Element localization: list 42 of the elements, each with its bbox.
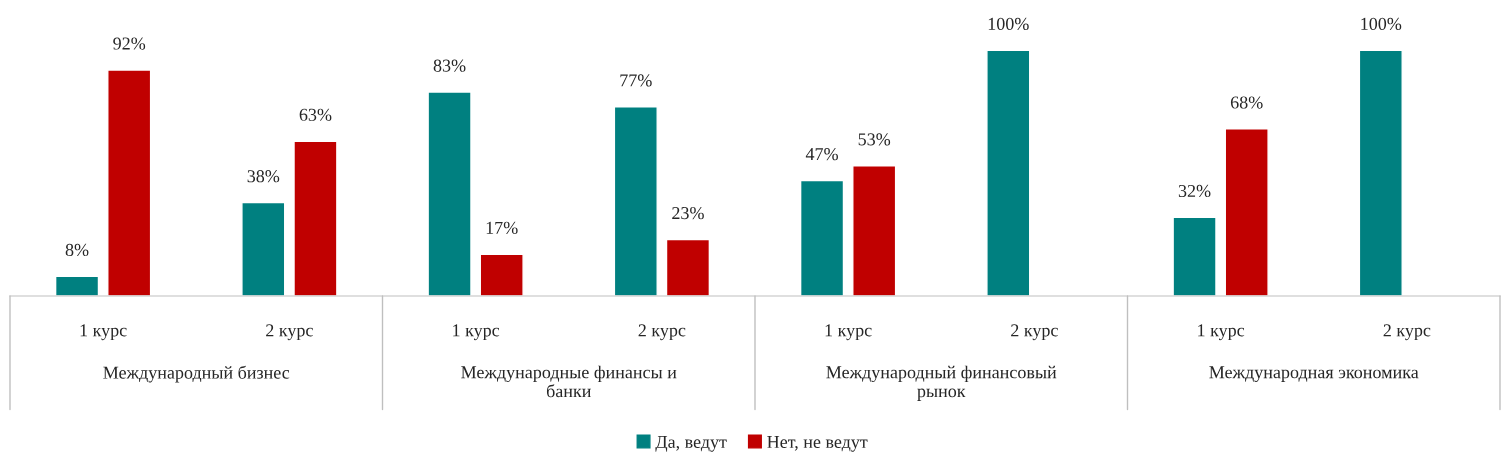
data-label: 47% [805, 148, 838, 161]
text: Международный финансовый рынок [826, 365, 1057, 401]
data-label: 92% [113, 37, 146, 50]
text: Международные финансы и банки [461, 365, 677, 398]
data-label: 100% [1361, 17, 1402, 31]
data-label: 63% [299, 108, 332, 121]
data-label: 38% [247, 170, 280, 183]
bar [613, 106, 658, 296]
data-label: 100% [988, 17, 1029, 31]
data-label: 23% [672, 206, 704, 220]
x-tick-label: 1 курс [80, 324, 127, 341]
x-tick-label: 1 курс [825, 324, 872, 341]
bar [293, 140, 338, 296]
bar [241, 201, 286, 296]
data-label: 77% [620, 74, 652, 87]
bar [107, 69, 152, 296]
data-label: 53% [858, 133, 891, 146]
x-tick-label: 2 курс [266, 324, 313, 341]
bar [54, 275, 100, 296]
bar [1172, 216, 1217, 296]
bar [852, 165, 897, 296]
data-label: 17% [486, 221, 518, 234]
data-label: 8% [65, 243, 89, 257]
bar [986, 49, 1031, 296]
legend-label: Да, ведут [655, 436, 727, 452]
bar [799, 179, 845, 296]
x-tick-label: 1 курс [453, 324, 500, 341]
x-tick-label: 1 курс [1198, 324, 1245, 341]
bar [1358, 49, 1403, 296]
data-label: 32% [1178, 184, 1211, 198]
data-label: 83% [433, 59, 466, 72]
x-tick-label: 2 курс [1383, 324, 1431, 341]
bar [1224, 128, 1269, 296]
bar [479, 253, 524, 296]
legend-label: Нет, не ведут [767, 436, 868, 452]
text: Международный бизнес [103, 365, 290, 383]
text: Международная экономика [1209, 366, 1419, 383]
bar [427, 91, 472, 296]
x-tick-label: 2 курс [1011, 324, 1058, 341]
data-label: 68% [1230, 96, 1263, 109]
bar [665, 238, 711, 296]
x-tick-label: 2 курс [638, 324, 686, 341]
